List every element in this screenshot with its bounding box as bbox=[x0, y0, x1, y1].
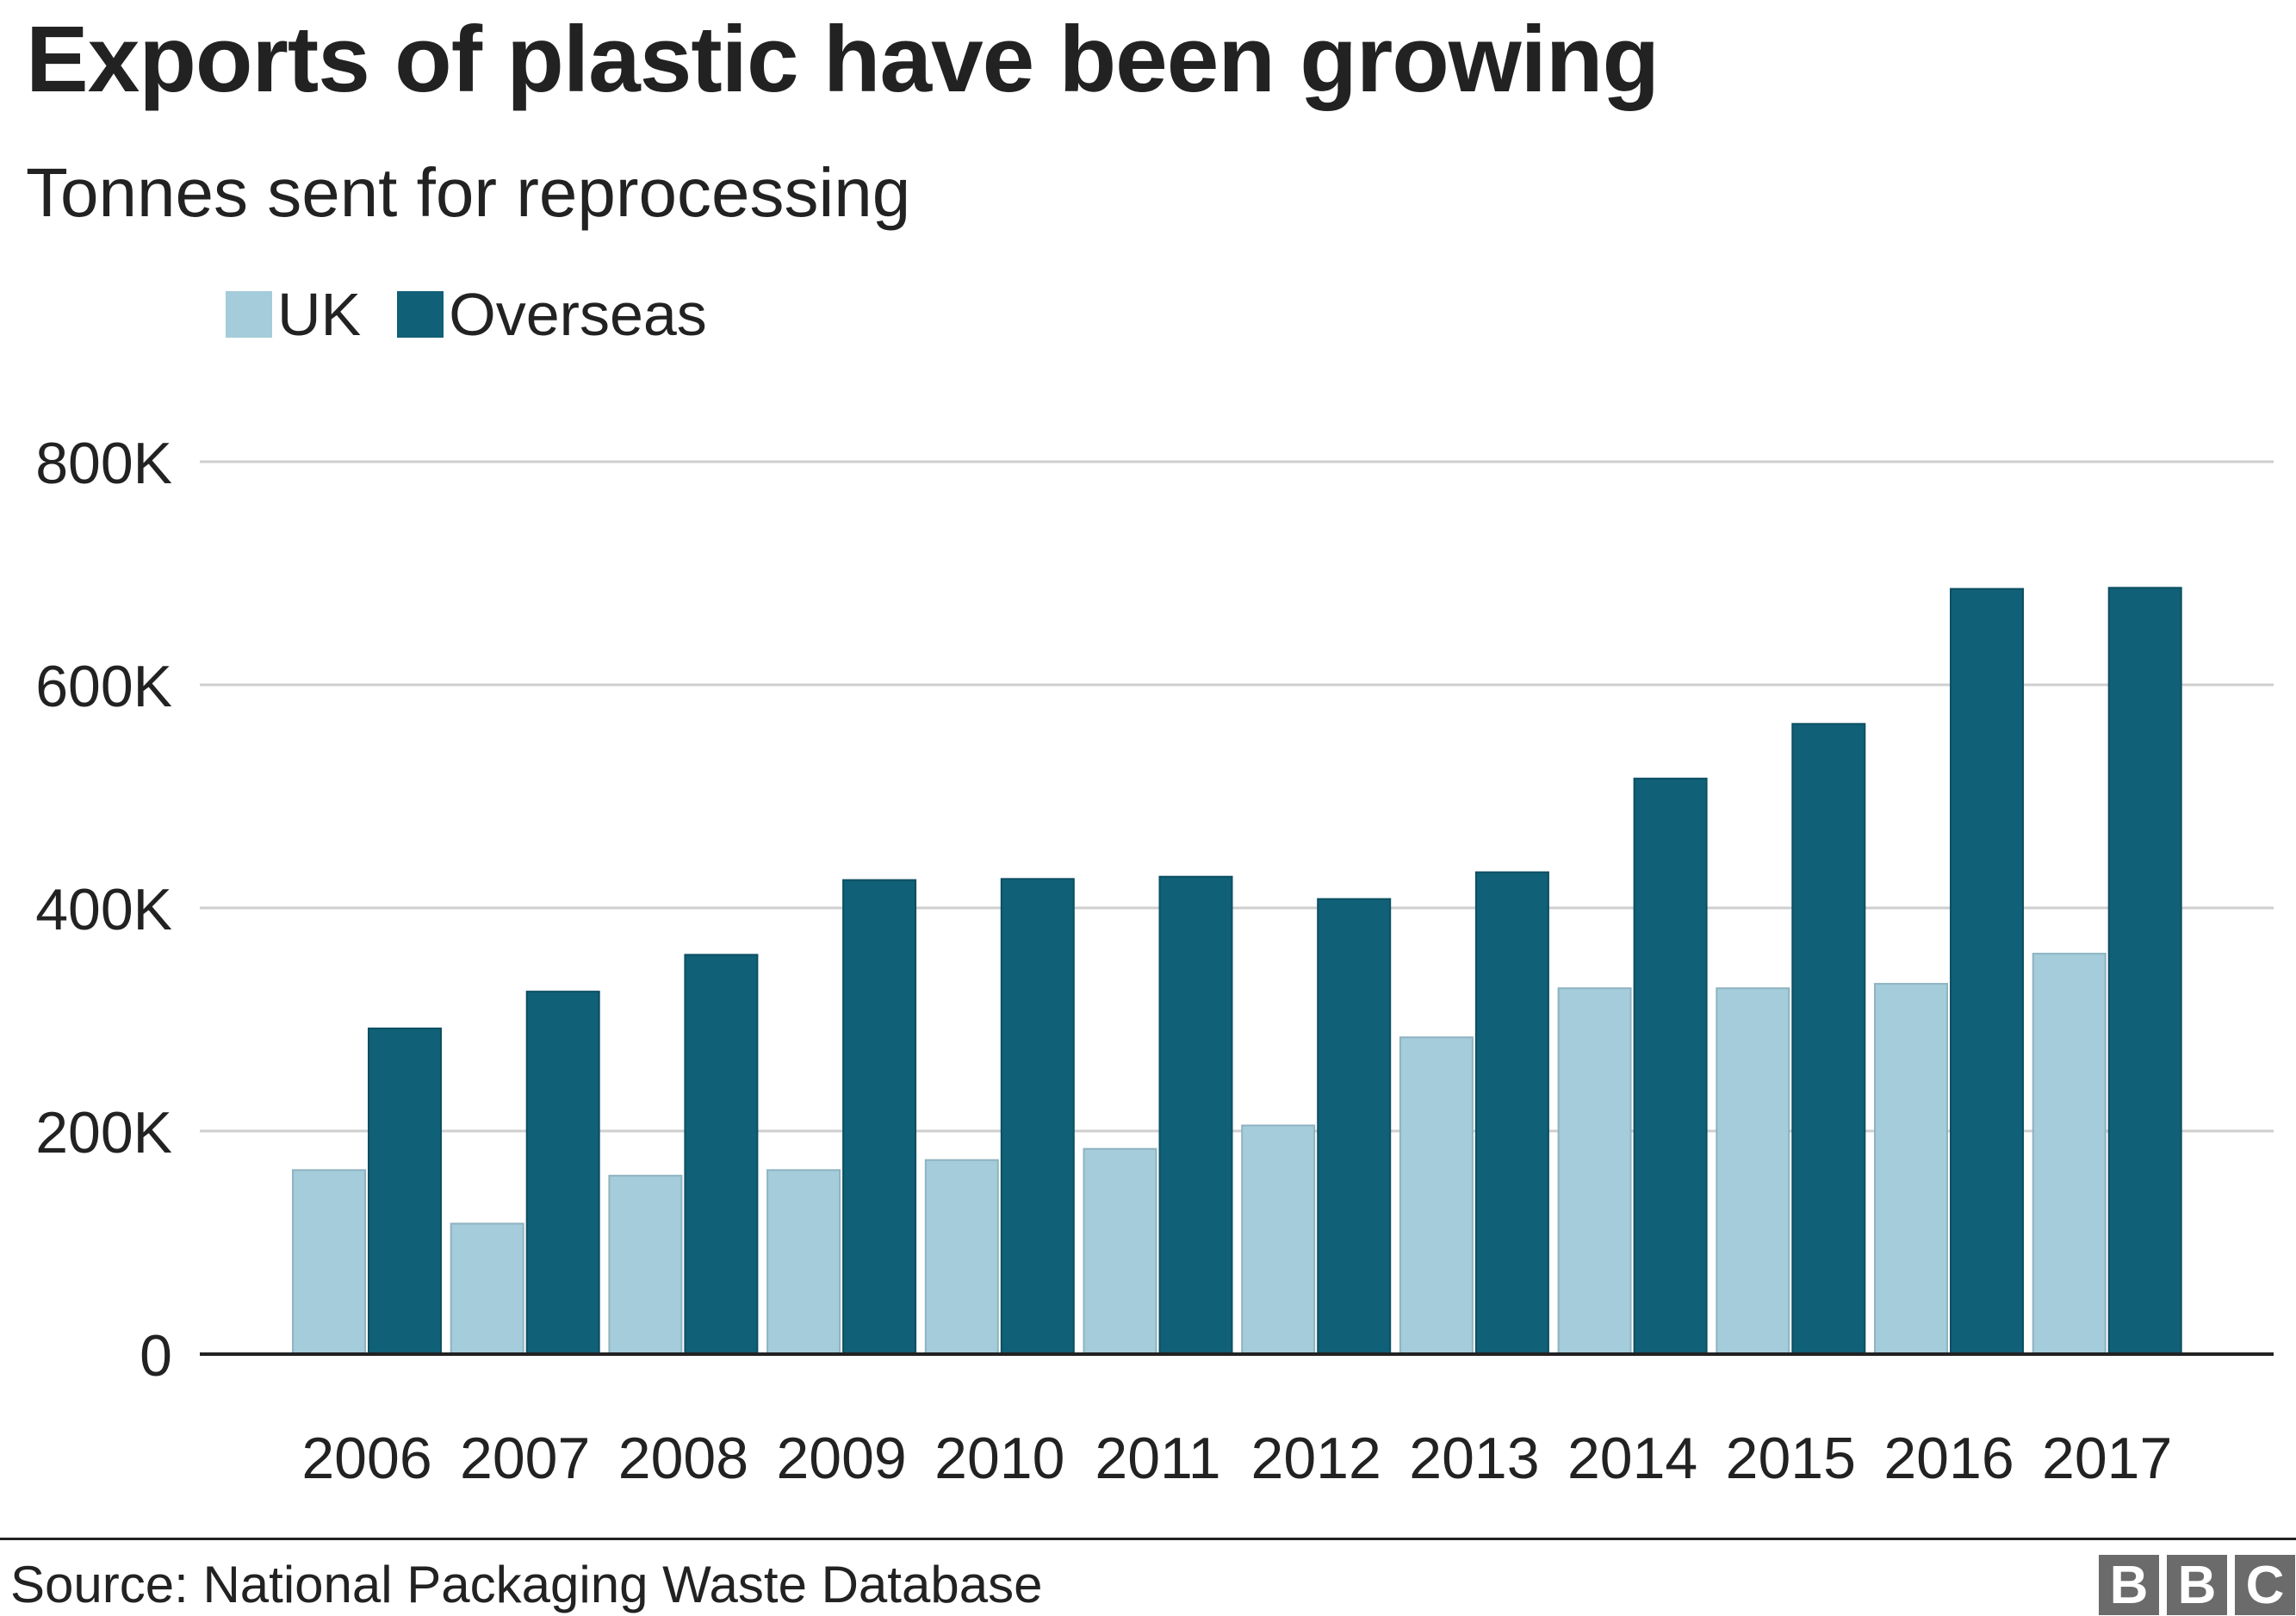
bar-uk-2014 bbox=[1557, 987, 1632, 1355]
legend-label-uk: UK bbox=[277, 281, 362, 348]
bar-overseas-2006 bbox=[368, 1027, 442, 1355]
bar-overseas-2011 bbox=[1158, 875, 1233, 1355]
x-tick-label: 2016 bbox=[1883, 1426, 2014, 1491]
x-tick-label: 2015 bbox=[1726, 1426, 1856, 1491]
bar-uk-2012 bbox=[1241, 1124, 1316, 1356]
bar-uk-2015 bbox=[1716, 987, 1790, 1355]
chart-subtitle: Tonnes sent for reprocessing bbox=[26, 154, 911, 231]
bar-uk-2009 bbox=[766, 1169, 841, 1355]
bar-overseas-2008 bbox=[684, 954, 759, 1355]
legend-label-overseas: Overseas bbox=[449, 281, 707, 348]
legend-item-uk: UK bbox=[226, 280, 361, 349]
bbc-logo-block: C bbox=[2235, 1555, 2295, 1615]
x-tick-label: 2006 bbox=[301, 1426, 431, 1491]
bbc-logo-block: B bbox=[2099, 1555, 2159, 1615]
y-tick-label: 0 bbox=[140, 1323, 172, 1389]
legend-swatch-uk bbox=[226, 291, 272, 338]
footer-divider bbox=[0, 1538, 2296, 1540]
chart-title: Exports of plastic have been growing bbox=[26, 7, 1660, 112]
bar-overseas-2014 bbox=[1633, 777, 1708, 1355]
bar-chart: 0 200K 400K 600K 800K 2006 2007 2008 2009 2010 201… bbox=[35, 431, 2274, 1491]
bar-overseas-2012 bbox=[1317, 898, 1392, 1355]
bar-overseas-2016 bbox=[1950, 587, 2024, 1355]
source-note: Source: National Packaging Waste Databas… bbox=[10, 1556, 1043, 1613]
legend-swatch-overseas bbox=[397, 291, 444, 338]
x-tick-label: 2014 bbox=[1567, 1426, 1697, 1491]
legend-item-overseas: Overseas bbox=[397, 280, 707, 349]
x-tick-label: 2017 bbox=[2042, 1426, 2172, 1491]
x-tick-label: 2012 bbox=[1251, 1426, 1381, 1491]
x-tick-label: 2011 bbox=[1095, 1426, 1220, 1491]
bar-uk-2013 bbox=[1399, 1036, 1474, 1355]
bar-uk-2017 bbox=[2032, 953, 2107, 1355]
bbc-logo-block: B bbox=[2167, 1555, 2227, 1615]
y-tick-label: 200K bbox=[35, 1100, 172, 1165]
x-tick-label: 2013 bbox=[1409, 1426, 1539, 1491]
bar-uk-2011 bbox=[1083, 1147, 1157, 1355]
bar-overseas-2009 bbox=[842, 879, 917, 1355]
bar-uk-2010 bbox=[924, 1159, 999, 1356]
bar-uk-2007 bbox=[450, 1222, 524, 1355]
bar-overseas-2013 bbox=[1474, 871, 1549, 1355]
x-tick-label: 2007 bbox=[460, 1426, 590, 1491]
y-tick-label: 400K bbox=[35, 877, 172, 942]
bar-overseas-2010 bbox=[1000, 878, 1075, 1355]
legend: UK Overseas bbox=[226, 280, 743, 349]
bbc-logo: B B C bbox=[2091, 1555, 2295, 1615]
bar-uk-2008 bbox=[608, 1174, 683, 1356]
y-tick-label: 800K bbox=[35, 431, 172, 496]
x-tick-label: 2010 bbox=[934, 1426, 1064, 1491]
bar-uk-2006 bbox=[292, 1169, 366, 1355]
y-tick-label: 600K bbox=[35, 654, 172, 719]
bar-uk-2016 bbox=[1874, 983, 1948, 1356]
x-tick-label: 2009 bbox=[776, 1426, 906, 1491]
x-tick-label: 2008 bbox=[618, 1426, 748, 1491]
bar-overseas-2015 bbox=[1791, 723, 1866, 1355]
bar-overseas-2007 bbox=[525, 991, 600, 1355]
bar-overseas-2017 bbox=[2107, 587, 2182, 1355]
